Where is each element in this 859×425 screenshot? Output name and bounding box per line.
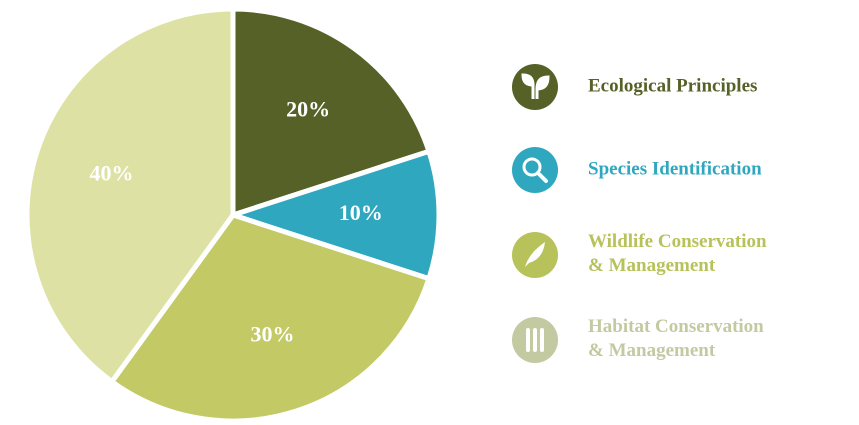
icon-lens — [522, 157, 542, 177]
data-label: 20% — [286, 97, 330, 122]
legend-icon-glyph — [525, 242, 545, 267]
legend-label: Wildlife Conservation & Management — [588, 231, 771, 276]
pie-slice — [24, 6, 236, 385]
data-label: 40% — [90, 161, 134, 186]
icon-reed — [540, 328, 544, 352]
legend-icon-glyph — [521, 73, 550, 99]
pie-slice — [230, 6, 432, 218]
pie-slice — [230, 148, 442, 282]
legend-label: Species Identification — [588, 158, 762, 179]
legend-icon-glyph — [526, 328, 544, 352]
icon-reed — [533, 328, 537, 352]
icon-handle — [536, 171, 548, 183]
legend-label: Habitat Conservation & Management — [588, 316, 769, 361]
icon-leaf — [521, 73, 550, 99]
data-label: 10% — [339, 200, 383, 225]
legend-icon-glyph — [522, 157, 548, 183]
pie-slice — [109, 212, 432, 424]
data-label: 30% — [250, 322, 294, 347]
icon-reed — [526, 328, 530, 352]
legend-icon — [512, 64, 558, 110]
legend-icon — [512, 147, 558, 193]
icon-feather — [525, 242, 545, 267]
legend-label: Ecological Principles — [588, 75, 757, 96]
